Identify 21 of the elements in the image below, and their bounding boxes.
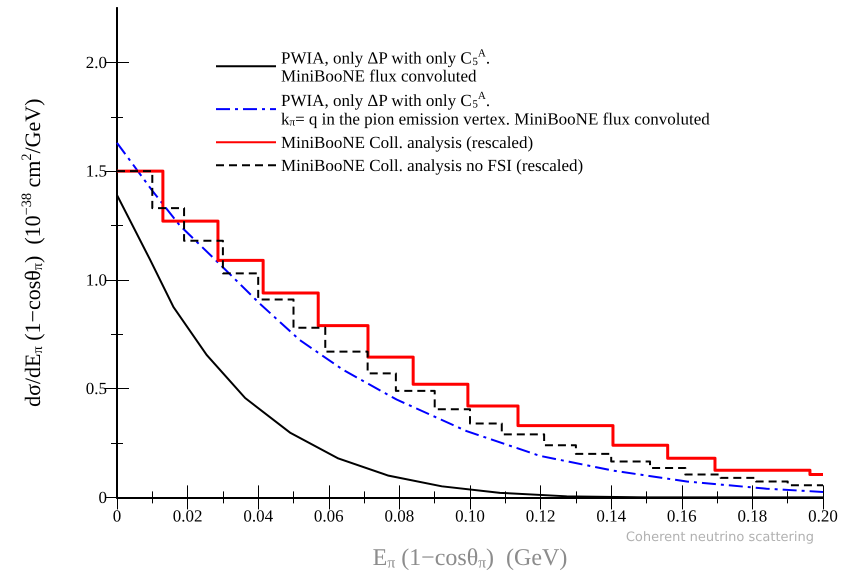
- x-tick-label: 0.12: [526, 506, 556, 526]
- x-tick-label: 0.16: [666, 506, 697, 526]
- text: Coherent neutrino scattering: [626, 530, 814, 545]
- x-tick-label: 0.06: [314, 506, 344, 526]
- legend-label: MiniBooNE Coll. analysis (rescaled): [281, 132, 534, 152]
- x-axis-title: Eπ (1−cosθπ) (GeV): [372, 545, 568, 572]
- x-tick-label: 0.02: [172, 506, 202, 526]
- y-tick-label: 2.0: [86, 52, 107, 72]
- x-tick-label: 0.18: [738, 506, 768, 526]
- text: dσ/dEπ (1−cosθπ) (10−38 cm2/GeV): [19, 98, 46, 407]
- x-tick-label: 0.04: [243, 506, 274, 526]
- y-tick-label: 1.0: [86, 270, 107, 290]
- x-tick-label: 0: [112, 506, 122, 526]
- y-tick-label: 1.5: [86, 162, 107, 181]
- y-tick-label: 0: [98, 488, 107, 507]
- x-tick-label: 0.20: [808, 506, 838, 526]
- x-tick-label: 0.10: [455, 506, 485, 526]
- x-tick-label: 0.08: [384, 506, 414, 526]
- y-tick-label: 0.5: [86, 379, 107, 398]
- legend-label: MiniBooNE Coll. analysis no FSI (rescaled): [281, 156, 584, 175]
- x-tick-label: 0.14: [596, 506, 627, 526]
